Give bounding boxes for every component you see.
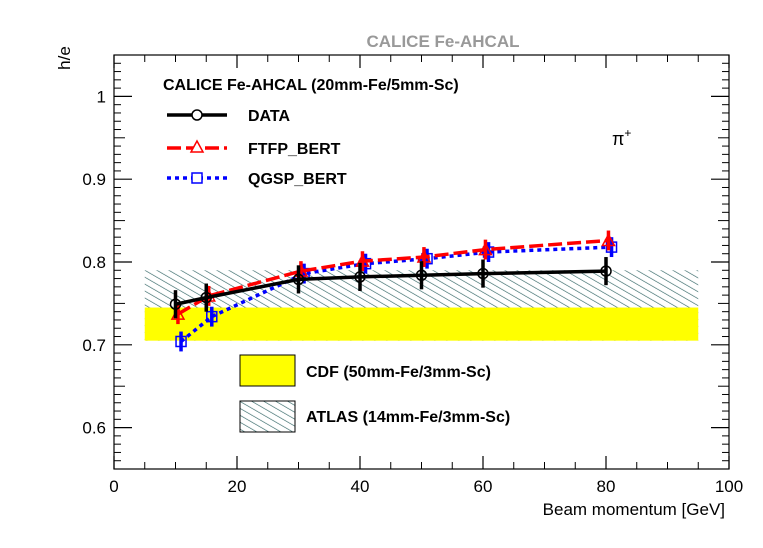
particle-label: π+ — [612, 126, 631, 149]
data-point — [600, 265, 612, 277]
x-tick-label: 20 — [228, 477, 247, 496]
y-tick-label: 0.6 — [82, 419, 106, 438]
legend-ftfp: FTFP_BERT — [167, 139, 341, 158]
data-point — [601, 232, 616, 247]
particle-symbol: π — [612, 129, 624, 149]
legend-cdf-label: CDF (50mm-Fe/3mm-Sc) — [306, 364, 491, 381]
y-tick-label: 1 — [97, 87, 106, 106]
x-tick-label: 0 — [109, 477, 118, 496]
series-ftfp-bert — [170, 230, 616, 325]
legend-atlas-label: ATLAS (14mm-Fe/3mm-Sc) — [306, 409, 510, 426]
legend-ftfp-label: FTFP_BERT — [248, 141, 341, 158]
x-tick-label: 60 — [474, 477, 493, 496]
legend-qgsp-marker — [191, 172, 203, 184]
data-point — [482, 246, 495, 258]
x-tick-label: 40 — [351, 477, 370, 496]
chart-title: CALICE Fe-AHCAL — [367, 32, 520, 51]
legend-qgsp-label: QGSP_BERT — [248, 171, 347, 188]
data-point — [605, 241, 618, 253]
x-tick-label: 100 — [715, 477, 743, 496]
axes: 0 20 40 60 80 100 0.6 0.7 0.8 0.9 1 — [82, 54, 743, 496]
legend-data-marker — [191, 109, 203, 121]
legend-qgsp: QGSP_BERT — [167, 171, 347, 188]
data-point — [354, 271, 366, 283]
data-point — [416, 249, 432, 263]
legend-data: DATA — [167, 108, 291, 125]
series-layer — [169, 230, 618, 352]
data-point — [477, 267, 489, 280]
legend-header: CALICE Fe-AHCAL (20mm-Fe/5mm-Sc) — [163, 77, 459, 94]
data-point — [415, 269, 428, 281]
legend-ftfp-marker — [189, 139, 205, 153]
particle-charge: + — [624, 126, 631, 140]
series-qgsp-bert — [175, 237, 618, 352]
cdf-band — [144, 307, 699, 341]
data-point — [175, 335, 187, 348]
legend-cdf: CDF (50mm-Fe/3mm-Sc) — [239, 354, 491, 387]
y-tick-label: 0.8 — [82, 253, 106, 272]
legend-atlas-swatch — [239, 400, 296, 433]
data-point — [200, 291, 212, 304]
legend: DATA FTFP_BERT QGSP_BERT CDF (50mm-Fe/3m… — [167, 108, 510, 433]
data-point — [355, 253, 370, 267]
legend-cdf-swatch — [239, 354, 296, 387]
y-axis-label: h/e — [55, 46, 74, 70]
series-data — [169, 257, 612, 319]
legend-atlas: ATLAS (14mm-Fe/3mm-Sc) — [239, 400, 510, 433]
data-point — [292, 273, 305, 286]
data-point — [206, 310, 218, 323]
data-point — [478, 242, 493, 256]
x-axis-label: Beam momentum [GeV] — [543, 500, 725, 519]
y-tick-label: 0.7 — [82, 336, 106, 355]
x-tick-label: 80 — [597, 477, 616, 496]
data-point — [169, 298, 182, 310]
y-tick-label: 0.9 — [82, 170, 106, 189]
legend-data-label: DATA — [248, 108, 291, 125]
